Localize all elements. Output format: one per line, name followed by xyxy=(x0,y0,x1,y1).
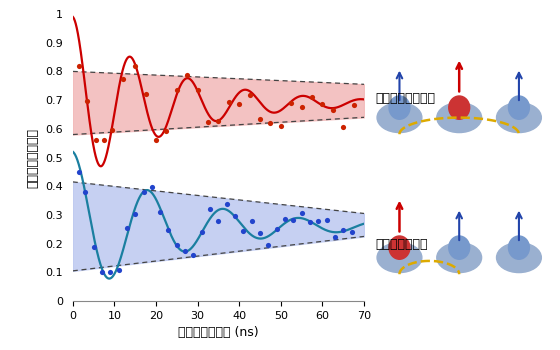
Point xyxy=(231,213,240,219)
Point xyxy=(297,104,306,110)
Point xyxy=(281,216,290,222)
Point xyxy=(189,252,198,257)
Point xyxy=(100,138,109,143)
Point xyxy=(123,226,132,231)
Ellipse shape xyxy=(449,96,470,119)
Point xyxy=(181,248,190,254)
Point xyxy=(287,101,296,106)
Ellipse shape xyxy=(437,103,482,133)
Point xyxy=(156,210,165,215)
Point xyxy=(172,87,181,93)
Ellipse shape xyxy=(497,103,542,133)
Point xyxy=(130,211,139,216)
Point xyxy=(307,94,316,99)
Point xyxy=(255,230,264,236)
Point xyxy=(222,201,231,206)
Point xyxy=(81,189,90,195)
Point xyxy=(314,218,323,224)
Point xyxy=(106,270,115,275)
Point xyxy=(147,184,156,189)
Ellipse shape xyxy=(377,103,422,133)
Point xyxy=(97,269,106,275)
Point xyxy=(225,99,234,105)
Ellipse shape xyxy=(389,236,410,259)
Point xyxy=(330,234,339,240)
Ellipse shape xyxy=(377,243,422,273)
Point xyxy=(74,169,83,175)
Point xyxy=(297,210,306,216)
Point xyxy=(214,118,223,124)
Point xyxy=(206,206,214,211)
Point xyxy=(141,91,150,97)
Ellipse shape xyxy=(508,96,529,119)
Point xyxy=(245,92,254,98)
Y-axis label: スピンー重頂確率: スピンー重頂確率 xyxy=(27,127,40,188)
Point xyxy=(347,229,356,234)
Ellipse shape xyxy=(437,243,482,273)
Ellipse shape xyxy=(508,236,529,259)
Point xyxy=(183,72,192,78)
Point xyxy=(349,102,358,108)
Text: 非隣接量子もつれ: 非隣接量子もつれ xyxy=(375,91,435,105)
Point xyxy=(214,218,223,224)
Point xyxy=(339,227,348,233)
Point xyxy=(108,127,117,132)
Point xyxy=(318,101,327,107)
Point xyxy=(152,137,161,142)
Point xyxy=(247,218,256,224)
Point xyxy=(276,123,285,129)
Point xyxy=(289,217,298,223)
Ellipse shape xyxy=(497,243,542,273)
Point xyxy=(339,124,348,130)
Point xyxy=(255,116,264,121)
Ellipse shape xyxy=(389,96,410,119)
Point xyxy=(266,120,275,126)
Point xyxy=(162,128,171,134)
Ellipse shape xyxy=(449,236,470,259)
Point xyxy=(264,242,273,247)
Point xyxy=(91,138,100,143)
Point xyxy=(322,217,331,223)
Point xyxy=(193,87,202,93)
Point xyxy=(74,63,83,69)
Point xyxy=(118,76,127,81)
Point xyxy=(203,119,212,125)
X-axis label: 量子ビット時間 (ns): 量子ビット時間 (ns) xyxy=(178,326,259,339)
Point xyxy=(130,63,139,69)
Text: 隣接量子もつれ: 隣接量子もつれ xyxy=(375,238,428,252)
Point xyxy=(305,219,314,225)
Point xyxy=(164,227,173,233)
Point xyxy=(235,102,244,107)
Point xyxy=(172,242,181,248)
Point xyxy=(83,98,92,104)
Point xyxy=(272,226,281,232)
Point xyxy=(114,267,123,273)
Point xyxy=(197,229,206,234)
Point xyxy=(139,189,148,195)
Point xyxy=(89,244,98,250)
Point xyxy=(239,229,248,234)
Point xyxy=(328,107,337,113)
